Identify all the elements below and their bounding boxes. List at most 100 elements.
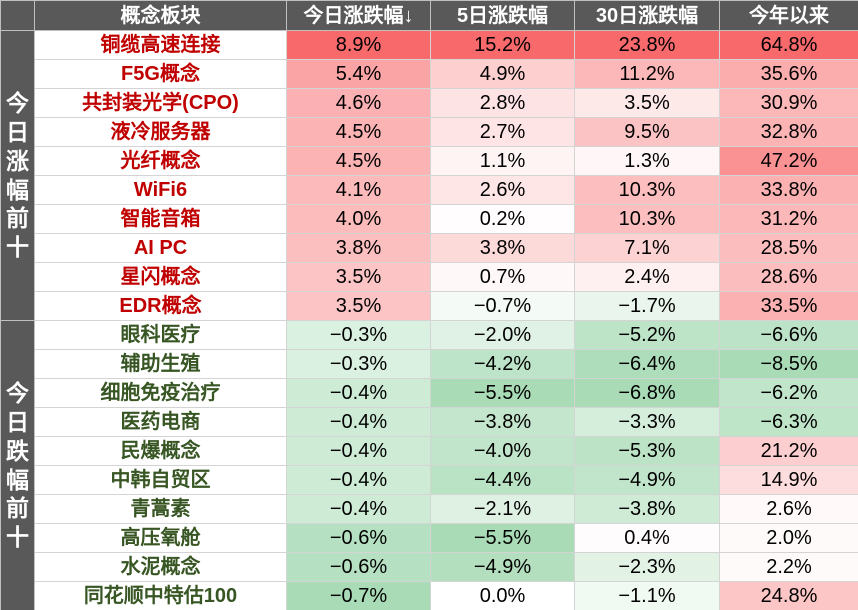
today-change-cell: −0.4% xyxy=(286,436,431,466)
sector-name-cell[interactable]: 医药电商 xyxy=(34,407,287,437)
header-30d-change[interactable]: 30日涨跌幅 xyxy=(574,0,720,31)
sector-name-cell[interactable]: 细胞免疫治疗 xyxy=(34,378,287,408)
today-change-cell: 8.9% xyxy=(286,30,431,60)
sector-name-cell[interactable]: EDR概念 xyxy=(34,291,287,321)
30d-change-cell: −3.3% xyxy=(574,407,720,437)
30d-change-cell: 10.3% xyxy=(574,204,720,234)
group-label-top-losers: 今日跌幅前十 xyxy=(0,320,35,610)
30d-change-cell: −3.8% xyxy=(574,494,720,524)
table-row[interactable]: AI PC 3.8% 3.8% 7.1% 28.5% xyxy=(1,233,858,263)
table-row[interactable]: 今日跌幅前十 眼科医疗 −0.3% −2.0% −5.2% −6.6% xyxy=(0,320,858,610)
sector-name-cell[interactable]: F5G概念 xyxy=(34,59,287,89)
group-label-top-gainers: 今日涨幅前十 xyxy=(0,30,35,321)
sector-name-cell[interactable]: 铜缆高速连接 xyxy=(34,30,287,60)
today-change-cell: 4.1% xyxy=(286,175,431,205)
today-change-cell: 3.5% xyxy=(286,262,431,292)
sector-name-cell[interactable]: AI PC xyxy=(34,233,287,263)
sector-name-cell[interactable]: 光纤概念 xyxy=(34,146,287,176)
table-row[interactable]: WiFi6 4.1% 2.6% 10.3% 33.8% xyxy=(1,175,858,205)
table-row[interactable]: 共封装光学(CPO) 4.6% 2.8% 3.5% 30.9% xyxy=(1,88,858,118)
table-row[interactable]: 辅助生殖 −0.3% −4.2% −6.4% −8.5% xyxy=(1,349,858,379)
ytd-change-cell: −8.5% xyxy=(719,349,858,379)
table-row[interactable]: 高压氧舱 −0.6% −5.5% 0.4% 2.0% xyxy=(1,523,858,553)
ytd-change-cell: 21.2% xyxy=(719,436,858,466)
ytd-change-cell: 32.8% xyxy=(719,117,858,147)
ytd-change-cell: 64.8% xyxy=(719,30,858,60)
ytd-change-cell: 14.9% xyxy=(719,465,858,495)
ytd-change-cell: 30.9% xyxy=(719,88,858,118)
header-row: 概念板块 今日涨跌幅↓ 5日涨跌幅 30日涨跌幅 今年以来 xyxy=(0,0,858,31)
header-corner xyxy=(0,0,35,31)
ytd-change-cell: 24.8% xyxy=(719,581,858,610)
5d-change-cell: 2.7% xyxy=(430,117,575,147)
today-change-cell: −0.3% xyxy=(286,320,431,350)
30d-change-cell: −4.9% xyxy=(574,465,720,495)
30d-change-cell: 1.3% xyxy=(574,146,720,176)
today-change-cell: 4.6% xyxy=(286,88,431,118)
ytd-change-cell: −6.6% xyxy=(719,320,858,350)
sector-name-cell[interactable]: 水泥概念 xyxy=(34,552,287,582)
30d-change-cell: −5.3% xyxy=(574,436,720,466)
sector-name-cell[interactable]: 星闪概念 xyxy=(34,262,287,292)
today-change-cell: 5.4% xyxy=(286,59,431,89)
sector-name-cell[interactable]: 民爆概念 xyxy=(34,436,287,466)
sector-name-cell[interactable]: 智能音箱 xyxy=(34,204,287,234)
table-row[interactable]: 智能音箱 4.0% 0.2% 10.3% 31.2% xyxy=(1,204,858,234)
ytd-change-cell: 31.2% xyxy=(719,204,858,234)
table-row[interactable]: 民爆概念 −0.4% −4.0% −5.3% 21.2% xyxy=(1,436,858,466)
5d-change-cell: −4.9% xyxy=(430,552,575,582)
30d-change-cell: −5.2% xyxy=(574,320,720,350)
5d-change-cell: 0.2% xyxy=(430,204,575,234)
ytd-change-cell: 28.5% xyxy=(719,233,858,263)
table-row[interactable]: 水泥概念 −0.6% −4.9% −2.3% 2.2% xyxy=(1,552,858,582)
today-change-cell: −0.4% xyxy=(286,494,431,524)
table-row[interactable]: 青蒿素 −0.4% −2.1% −3.8% 2.6% xyxy=(1,494,858,524)
sector-name-cell[interactable]: WiFi6 xyxy=(34,175,287,205)
sector-name-cell[interactable]: 液冷服务器 xyxy=(34,117,287,147)
table-row[interactable]: EDR概念 3.5% −0.7% −1.7% 33.5% xyxy=(1,291,858,321)
30d-change-cell: 0.4% xyxy=(574,523,720,553)
5d-change-cell: −4.2% xyxy=(430,349,575,379)
header-ytd-change[interactable]: 今年以来 xyxy=(719,0,858,31)
30d-change-cell: 23.8% xyxy=(574,30,720,60)
30d-change-cell: 7.1% xyxy=(574,233,720,263)
today-change-cell: −0.6% xyxy=(286,523,431,553)
ytd-change-cell: 28.6% xyxy=(719,262,858,292)
5d-change-cell: −5.5% xyxy=(430,378,575,408)
header-today-change[interactable]: 今日涨跌幅↓ xyxy=(286,0,431,31)
table-row[interactable]: F5G概念 5.4% 4.9% 11.2% 35.6% xyxy=(1,59,858,89)
30d-change-cell: −1.1% xyxy=(574,581,720,610)
ytd-change-cell: 2.0% xyxy=(719,523,858,553)
table-row[interactable]: 光纤概念 4.5% 1.1% 1.3% 47.2% xyxy=(1,146,858,176)
30d-change-cell: −2.3% xyxy=(574,552,720,582)
sector-name-cell[interactable]: 眼科医疗 xyxy=(34,320,287,350)
today-change-cell: 4.5% xyxy=(286,146,431,176)
header-5d-change[interactable]: 5日涨跌幅 xyxy=(430,0,575,31)
30d-change-cell: −6.8% xyxy=(574,378,720,408)
30d-change-cell: 10.3% xyxy=(574,175,720,205)
sector-name-cell[interactable]: 青蒿素 xyxy=(34,494,287,524)
today-change-cell: −0.6% xyxy=(286,552,431,582)
sector-name-cell[interactable]: 辅助生殖 xyxy=(34,349,287,379)
30d-change-cell: −6.4% xyxy=(574,349,720,379)
table-row[interactable]: 星闪概念 3.5% 0.7% 2.4% 28.6% xyxy=(1,262,858,292)
table-row[interactable]: 医药电商 −0.4% −3.8% −3.3% −6.3% xyxy=(1,407,858,437)
30d-change-cell: 2.4% xyxy=(574,262,720,292)
header-name[interactable]: 概念板块 xyxy=(34,0,287,31)
sector-name-cell[interactable]: 中韩自贸区 xyxy=(34,465,287,495)
ytd-change-cell: 47.2% xyxy=(719,146,858,176)
table-row[interactable]: 中韩自贸区 −0.4% −4.4% −4.9% 14.9% xyxy=(1,465,858,495)
5d-change-cell: 2.6% xyxy=(430,175,575,205)
table-body: 今日涨幅前十 铜缆高速连接 8.9% 15.2% 23.8% 64.8% F5G概念 5.4%… xyxy=(0,30,858,610)
sector-name-cell[interactable]: 高压氧舱 xyxy=(34,523,287,553)
table-row[interactable]: 同花顺中特估100 −0.7% 0.0% −1.1% 24.8% xyxy=(1,581,858,610)
sector-name-cell[interactable]: 同花顺中特估100 xyxy=(34,581,287,610)
table-row[interactable]: 细胞免疫治疗 −0.4% −5.5% −6.8% −6.2% xyxy=(1,378,858,408)
today-change-cell: 3.5% xyxy=(286,291,431,321)
table-row[interactable]: 液冷服务器 4.5% 2.7% 9.5% 32.8% xyxy=(1,117,858,147)
ytd-change-cell: 33.8% xyxy=(719,175,858,205)
sector-name-cell[interactable]: 共封装光学(CPO) xyxy=(34,88,287,118)
table-row[interactable]: 今日涨幅前十 铜缆高速连接 8.9% 15.2% 23.8% 64.8% xyxy=(0,30,858,321)
